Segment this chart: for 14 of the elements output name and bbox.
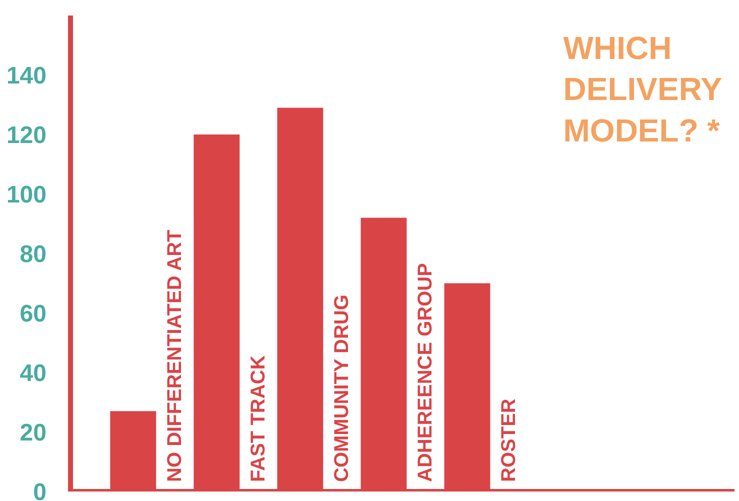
- x-tick-label: ROSTER: [498, 398, 520, 482]
- y-tick-label: 40: [20, 360, 47, 387]
- text: WHICH DELIVERY MODEL? *: [563, 30, 722, 149]
- y-tick-label: 20: [20, 420, 47, 446]
- x-tick-label: NO DIFFERENTIATED ART: [164, 230, 186, 482]
- y-tick-label: 60: [20, 300, 47, 328]
- x-tick-label: FAST TRACK: [247, 354, 270, 482]
- y-tick-label: 120: [6, 122, 47, 149]
- x-tick-label: COMMUNITY DRUG: [330, 294, 353, 482]
- y-tick-label: 0: [33, 479, 47, 501]
- y-tick-label: 80: [20, 241, 47, 268]
- y-tick-label: 100: [6, 182, 47, 208]
- x-tick-label: ADHEREENCE GROUP: [414, 263, 436, 482]
- y-tick-label: 140: [6, 62, 47, 90]
